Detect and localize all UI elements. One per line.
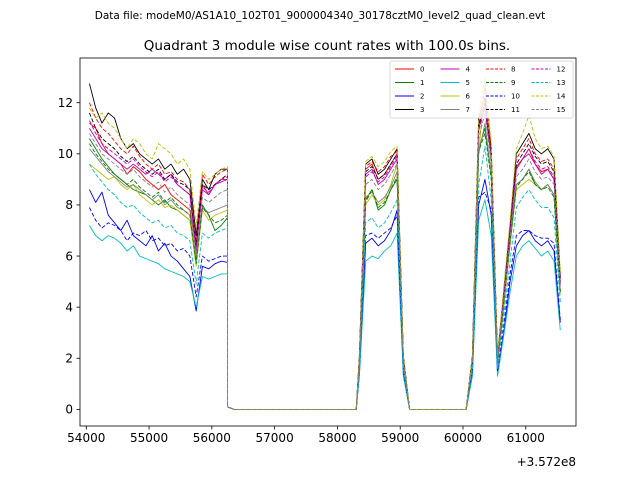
x-offset-label: +3.572e8 [517,455,576,469]
legend-label-14: 14 [557,93,566,101]
x-tick-label: 55000 [130,431,168,445]
legend-label-12: 12 [557,66,566,74]
series-lines [88,76,561,410]
plot-frame [79,57,577,427]
legend-label-2: 2 [420,93,424,101]
legend-label-7: 7 [466,106,470,114]
x-tick-label: 56000 [193,431,231,445]
y-tick-label: 4 [65,300,73,314]
legend-label-11: 11 [511,106,520,114]
legend-label-4: 4 [466,66,471,74]
legend-label-6: 6 [466,93,471,101]
legend-label-3: 3 [420,106,424,114]
legend-label-0: 0 [420,66,424,74]
legend-frame [389,60,574,119]
x-tick-label: 57000 [256,431,294,445]
legend-label-1: 1 [420,79,424,87]
x-tick-label: 60000 [444,431,482,445]
y-tick-label: 10 [58,147,73,161]
series-line-10 [89,191,561,410]
y-tick-label: 8 [65,198,73,212]
series-line-15 [89,112,561,410]
legend-label-10: 10 [511,93,520,101]
chart-title: Quadrant 3 module wise count rates with … [144,38,510,54]
series-line-13 [89,145,561,410]
legend-label-5: 5 [466,79,470,87]
plot-area: 54000 55000 56000 57000 58000 59000 60000 61000… [58,57,577,469]
y-tick-label: 12 [58,96,73,110]
legend-label-9: 9 [511,79,515,87]
suptitle: Data file: modeM0/AS1A10_102T01_90000043… [95,10,546,22]
x-tick-label: 54000 [67,431,105,445]
y-tick-label: 6 [65,249,73,263]
legend-label-8: 8 [511,66,515,74]
x-tick-label: 59000 [381,431,419,445]
y-tick-label: 0 [65,403,73,417]
y-tick-label: 2 [65,352,73,366]
legend-label-13: 13 [557,79,566,87]
x-tick-label: 58000 [318,431,356,445]
series-line-14 [89,76,561,410]
legend-label-15: 15 [557,106,566,114]
x-tick-label: 61000 [507,431,545,445]
